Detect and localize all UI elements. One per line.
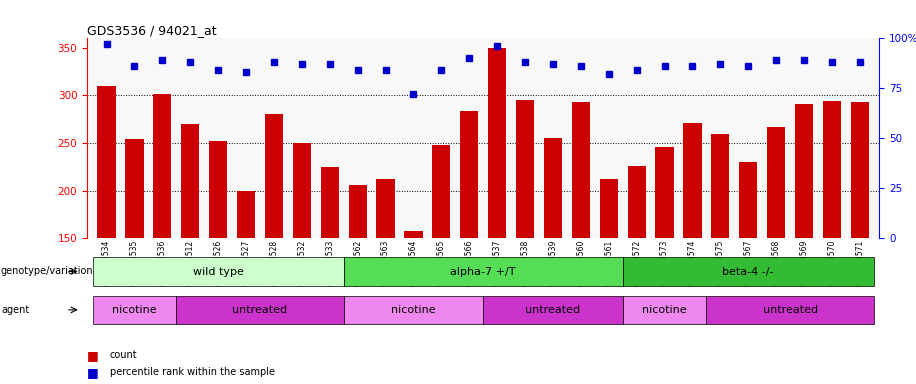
Bar [404,232,422,238]
Bar [623,257,874,286]
Text: count: count [110,350,137,360]
Bar [544,138,562,238]
Text: percentile rank within the sample: percentile rank within the sample [110,367,275,377]
Text: nicotine: nicotine [391,305,436,315]
Bar [656,147,673,238]
Bar [711,134,729,238]
Bar [600,179,617,238]
Text: ■: ■ [87,349,99,362]
Text: untreated: untreated [526,305,581,315]
Text: GDS3536 / 94021_at: GDS3536 / 94021_at [87,24,217,37]
Text: untreated: untreated [233,305,288,315]
Text: agent: agent [1,305,29,315]
Bar [209,141,227,238]
Bar [795,104,813,238]
Bar [432,145,451,238]
Bar [93,296,176,324]
Bar [125,139,144,238]
Text: alpha-7 +/T: alpha-7 +/T [451,266,516,277]
Bar [153,94,171,238]
Bar [349,185,366,238]
Bar [265,114,283,238]
Bar [706,296,874,324]
Bar [344,296,484,324]
Bar [321,167,339,238]
Bar [739,162,758,238]
Bar [823,101,841,238]
Bar [488,48,507,238]
Bar [97,86,115,238]
Text: wild type: wild type [192,266,244,277]
Bar [181,124,200,238]
Bar [572,102,590,238]
Text: beta-4 -/-: beta-4 -/- [723,266,774,277]
Bar [344,257,623,286]
Bar [484,296,623,324]
Bar [460,111,478,238]
Text: ■: ■ [87,366,99,379]
Bar [237,190,256,238]
Text: nicotine: nicotine [642,305,687,315]
Text: genotype/variation: genotype/variation [1,266,93,276]
Bar [851,102,869,238]
Bar [176,296,344,324]
Bar [376,179,395,238]
Bar [623,296,706,324]
Bar [767,127,785,238]
Text: nicotine: nicotine [112,305,157,315]
Bar [93,257,344,286]
Bar [683,123,702,238]
Bar [293,143,311,238]
Bar [627,166,646,238]
Text: untreated: untreated [762,305,818,315]
Bar [516,100,534,238]
